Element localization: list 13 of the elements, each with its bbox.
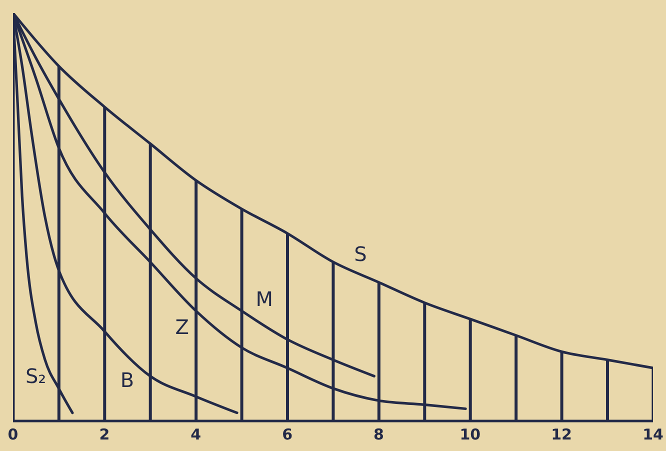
- x-tick-label: 6: [282, 426, 293, 444]
- x-tick-label: 10: [460, 426, 481, 444]
- series-label: Z: [175, 315, 189, 340]
- series-label: S₂: [25, 364, 46, 388]
- series-label: S: [354, 242, 367, 266]
- x-tick-label: 12: [551, 426, 572, 444]
- series-label: B: [120, 368, 134, 392]
- x-tick-label: 8: [373, 426, 384, 444]
- x-tick-label: 4: [190, 426, 202, 444]
- x-tick-label: 0: [8, 426, 18, 444]
- series-label: M: [256, 286, 274, 311]
- x-tick-label: 2: [99, 426, 110, 444]
- x-tick-label: 14: [642, 426, 664, 444]
